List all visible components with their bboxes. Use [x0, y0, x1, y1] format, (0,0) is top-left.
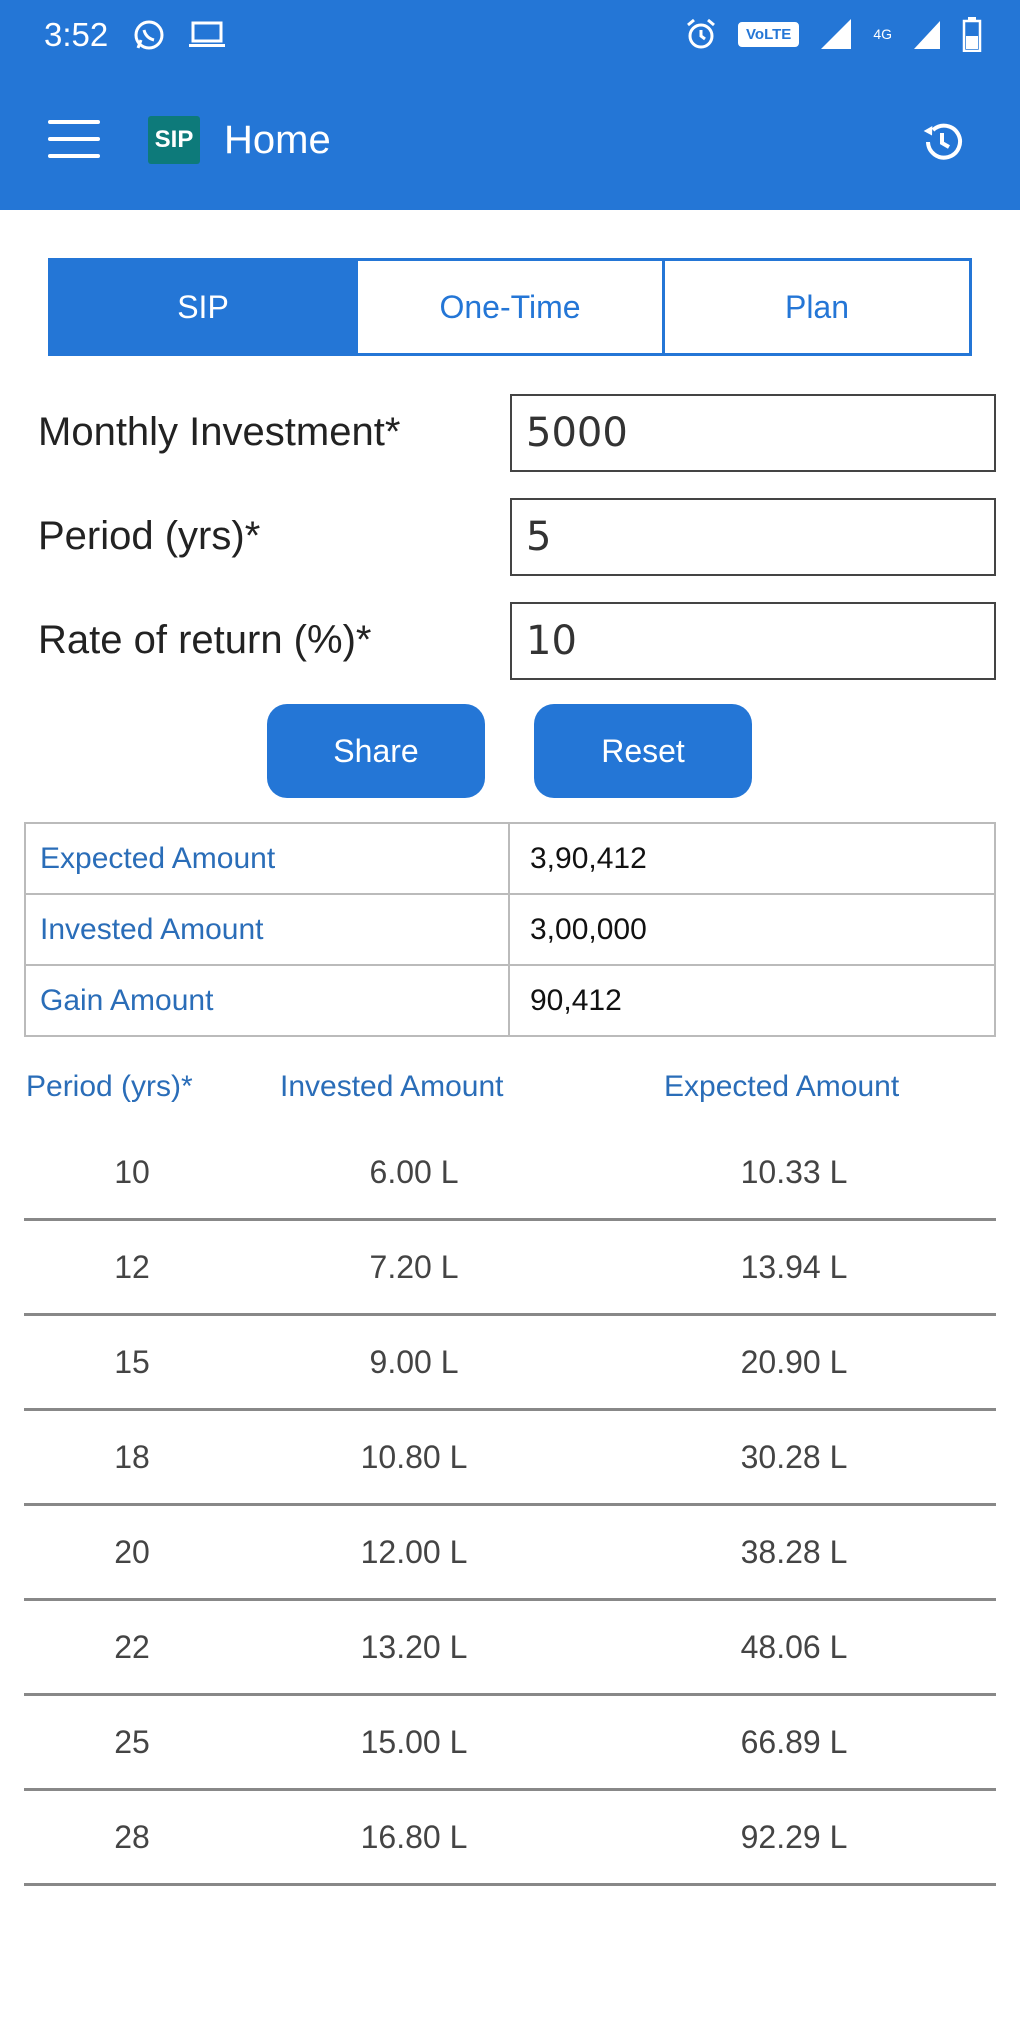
gain-amount-label: Gain Amount [26, 966, 510, 1035]
expected-amount-label: Expected Amount [26, 824, 510, 893]
table-row: 15 9.00 L 20.90 L [24, 1316, 996, 1411]
invested-amount-label: Invested Amount [26, 895, 510, 964]
status-bar: 3:52 VoLTE 4G [0, 0, 1020, 80]
summary-row-expected: Expected Amount 3,90,412 [26, 824, 994, 893]
tab-plan[interactable]: Plan [662, 261, 969, 353]
gain-amount-value: 90,412 [530, 983, 622, 1017]
volte-badge: VoLTE [738, 21, 800, 47]
share-button[interactable]: Share [267, 704, 485, 798]
calculator-tabs: SIP One-Time Plan [48, 258, 972, 356]
status-right-icons: VoLTE 4G [684, 16, 982, 52]
expected-cell: 10.33 L [740, 1154, 848, 1190]
period-cell: 15 [114, 1344, 150, 1380]
period-cell: 20 [114, 1534, 150, 1570]
table-row: 22 13.20 L 48.06 L [24, 1601, 996, 1696]
invested-cell: 7.20 L [369, 1249, 459, 1285]
expected-cell: 20.90 L [740, 1344, 848, 1380]
monthly-investment-label: Monthly Investment* [38, 410, 401, 454]
status-left-icons [132, 18, 226, 52]
period-cell: 10 [114, 1154, 150, 1190]
reset-button[interactable]: Reset [534, 704, 752, 798]
expected-amount-value: 3,90,412 [530, 841, 647, 875]
tab-sip[interactable]: SIP [51, 261, 355, 353]
expected-cell: 66.89 L [740, 1724, 848, 1760]
invested-cell: 9.00 L [369, 1344, 459, 1380]
network-type-label: 4G [873, 26, 892, 42]
page-title: Home [224, 118, 331, 162]
app-bar: 3:52 VoLTE 4G [0, 0, 1020, 210]
table-row: 28 16.80 L 92.29 L [24, 1791, 996, 1886]
tab-one-time[interactable]: One-Time [355, 261, 662, 353]
rate-of-return-input[interactable]: 10 [510, 602, 996, 680]
invested-cell: 16.80 L [360, 1819, 468, 1855]
summary-row-gain: Gain Amount 90,412 [26, 964, 994, 1035]
invested-cell: 10.80 L [360, 1439, 468, 1475]
header-expected: Expected Amount [664, 1070, 900, 1103]
header-period: Period (yrs)* [26, 1070, 193, 1103]
expected-cell: 92.29 L [740, 1819, 848, 1855]
period-cell: 22 [114, 1629, 150, 1665]
period-cell: 25 [114, 1724, 150, 1760]
table-row: 12 7.20 L 13.94 L [24, 1221, 996, 1316]
expected-cell: 30.28 L [740, 1439, 848, 1475]
battery-icon [962, 17, 982, 52]
hamburger-menu-icon[interactable] [48, 118, 100, 160]
alarm-icon [687, 18, 715, 49]
table-row: 18 10.80 L 30.28 L [24, 1411, 996, 1506]
projection-row-cut [24, 1910, 996, 1922]
header-invested: Invested Amount [280, 1070, 504, 1103]
table-row: 20 12.00 L 38.28 L [24, 1506, 996, 1601]
period-input[interactable]: 5 [510, 498, 996, 576]
signal-icon [821, 19, 852, 49]
invested-amount-value: 3,00,000 [530, 912, 647, 946]
invested-cell: 13.20 L [360, 1629, 468, 1665]
whatsapp-icon [134, 20, 164, 50]
projection-table: 10 6.00 L 10.33 L 12 7.20 L 13.94 L 15 9.00 L 20… [24, 1126, 996, 1886]
projection-header: Period (yrs)* Invested Amount Expected A… [0, 1070, 1020, 1110]
summary-table: Expected Amount 3,90,412 Invested Amount… [24, 822, 996, 1037]
period-cell: 18 [114, 1439, 150, 1475]
laptop-icon [189, 21, 225, 47]
invested-cell: 12.00 L [360, 1534, 468, 1570]
monthly-investment-input[interactable]: 5000 [510, 394, 996, 472]
period-cell: 28 [114, 1819, 150, 1855]
invested-cell: 15.00 L [360, 1724, 468, 1760]
period-cell: 12 [114, 1249, 150, 1285]
app-logo: SIP [148, 116, 200, 164]
rate-of-return-label: Rate of return (%)* [38, 618, 372, 662]
signal-2-icon [914, 21, 940, 49]
status-time: 3:52 [44, 16, 109, 53]
summary-row-invested: Invested Amount 3,00,000 [26, 893, 994, 964]
history-icon[interactable] [916, 116, 968, 168]
period-label: Period (yrs)* [38, 514, 261, 558]
table-row: 25 15.00 L 66.89 L [24, 1696, 996, 1791]
table-row: 10 6.00 L 10.33 L [24, 1126, 996, 1221]
expected-cell: 38.28 L [740, 1534, 848, 1570]
expected-cell: 48.06 L [740, 1629, 848, 1665]
expected-cell: 13.94 L [740, 1249, 848, 1285]
invested-cell: 6.00 L [369, 1154, 459, 1190]
toolbar: SIP Home [0, 80, 1020, 210]
